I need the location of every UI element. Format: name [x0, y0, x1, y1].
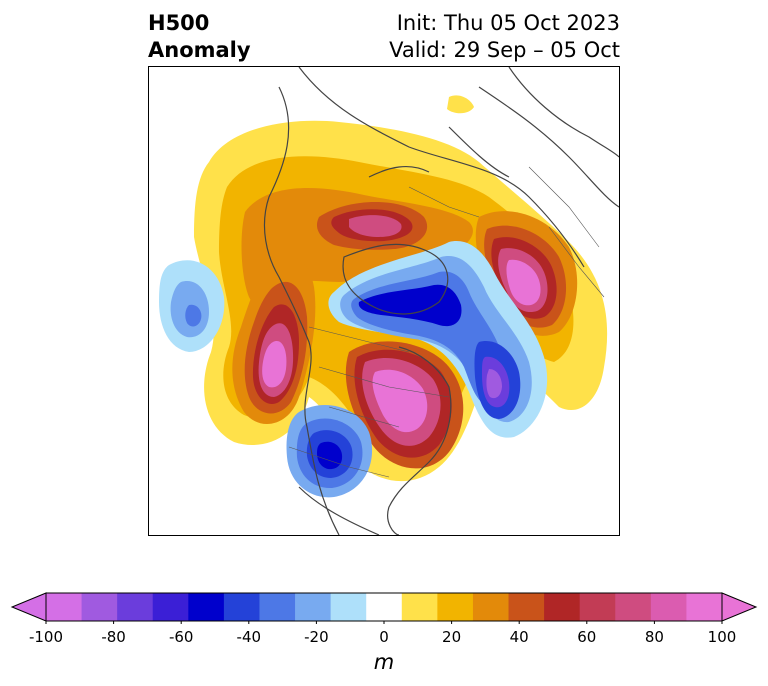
colorbar-cell [330, 593, 367, 621]
coastlines [263, 67, 619, 535]
colorbar-unit: m [373, 650, 395, 674]
colorbar-cell [579, 593, 616, 621]
colorbar-cell [686, 593, 723, 621]
colorbar-cell [188, 593, 225, 621]
colorbar-tick-label: -80 [101, 628, 126, 646]
colorbar-tick-label: -60 [168, 628, 194, 646]
colorbar-cell [472, 593, 510, 621]
title-line-1: H500 [148, 11, 210, 35]
negative-anomaly-regions [159, 241, 548, 498]
map-title: H500 Anomaly [148, 10, 251, 64]
colorbar-tick-label: 100 [707, 628, 737, 646]
colorbar-low-extension [10, 592, 47, 622]
colorbar-cell [152, 593, 189, 621]
colorbar-cell [401, 593, 438, 621]
title-line-2: Anomaly [148, 38, 251, 62]
colorbar-tick-marks [45, 621, 723, 624]
colorbar-cell [223, 593, 260, 621]
colorbar-cell [650, 593, 687, 621]
init-time: Init: Thu 05 Oct 2023 [396, 11, 620, 35]
colorbar-cell [544, 593, 581, 621]
colorbar-cell [46, 593, 83, 621]
colorbar [10, 592, 758, 624]
colorbar-cell [437, 593, 474, 621]
colorbar-cell [259, 593, 296, 621]
colorbar-cells [46, 593, 723, 621]
map-panel [148, 66, 620, 536]
colorbar-tick-label: 60 [577, 628, 597, 646]
colorbar-tick-label: 40 [509, 628, 529, 646]
colorbar-cell [615, 593, 652, 621]
colorbar-cell [81, 593, 118, 621]
colorbar-tick-label: 20 [442, 628, 462, 646]
valid-time: Valid: 29 Sep – 05 Oct [389, 38, 620, 62]
colorbar-tick-label: 0 [379, 628, 389, 646]
colorbar-tick-label: 80 [644, 628, 664, 646]
colorbar-cell [295, 593, 332, 621]
country-borders [288, 166, 605, 478]
colorbar-tick-label: -20 [304, 628, 329, 646]
colorbar-cell [117, 593, 154, 621]
anomaly-map [159, 67, 619, 535]
colorbar-high-extension [721, 592, 758, 622]
colorbar-cell [508, 593, 545, 621]
map-timestamps: Init: Thu 05 Oct 2023 Valid: 29 Sep – 05… [389, 10, 620, 64]
colorbar-tick-label: -100 [28, 628, 64, 646]
positive-anomaly-regions [194, 95, 608, 482]
colorbar-cell [366, 593, 403, 621]
colorbar-tick-label: -40 [236, 628, 262, 646]
